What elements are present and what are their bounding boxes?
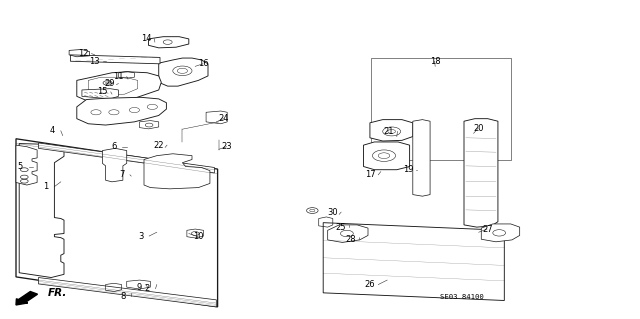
- Polygon shape: [159, 58, 208, 86]
- Polygon shape: [77, 97, 166, 125]
- Polygon shape: [364, 142, 410, 170]
- Text: 22: 22: [154, 141, 164, 150]
- Text: 5: 5: [18, 162, 23, 171]
- Polygon shape: [148, 37, 189, 48]
- Polygon shape: [144, 154, 210, 189]
- Text: 3: 3: [138, 232, 143, 241]
- Text: 12: 12: [78, 49, 88, 58]
- Polygon shape: [16, 145, 37, 185]
- Text: 21: 21: [384, 127, 394, 136]
- Text: 13: 13: [90, 57, 100, 66]
- Text: 18: 18: [430, 57, 440, 66]
- Text: 29: 29: [105, 79, 115, 88]
- Text: 28: 28: [346, 235, 356, 244]
- Polygon shape: [370, 120, 413, 141]
- Polygon shape: [19, 144, 64, 278]
- Text: 24: 24: [219, 114, 229, 123]
- Text: 23: 23: [222, 142, 232, 151]
- Text: 17: 17: [365, 170, 375, 179]
- Text: FR.: FR.: [48, 288, 67, 299]
- Polygon shape: [16, 139, 218, 307]
- Text: 6: 6: [111, 142, 116, 151]
- Text: 30: 30: [328, 208, 338, 217]
- Text: 16: 16: [198, 59, 209, 68]
- Text: 2: 2: [145, 284, 150, 293]
- Text: 7: 7: [119, 170, 124, 179]
- Text: 1: 1: [44, 182, 49, 191]
- Text: 10: 10: [193, 232, 204, 241]
- Polygon shape: [70, 55, 160, 64]
- Polygon shape: [38, 278, 216, 307]
- Text: 11: 11: [113, 72, 124, 81]
- Text: 20: 20: [474, 124, 484, 133]
- Text: 9: 9: [137, 283, 142, 292]
- Text: 4: 4: [50, 126, 55, 135]
- Text: 27: 27: [483, 225, 493, 234]
- Text: 8: 8: [120, 292, 125, 300]
- Text: 14: 14: [141, 34, 151, 43]
- Text: 19: 19: [403, 165, 413, 174]
- Polygon shape: [328, 225, 368, 242]
- Bar: [371, 58, 511, 160]
- Polygon shape: [413, 120, 430, 196]
- Polygon shape: [323, 223, 504, 300]
- Polygon shape: [481, 224, 520, 242]
- Text: 26: 26: [365, 280, 375, 289]
- Polygon shape: [77, 72, 161, 102]
- FancyArrow shape: [16, 292, 38, 305]
- Text: SE03 84100: SE03 84100: [440, 294, 484, 300]
- Polygon shape: [82, 89, 118, 99]
- Polygon shape: [102, 148, 127, 182]
- Polygon shape: [464, 119, 498, 227]
- Text: 15: 15: [97, 87, 108, 96]
- Text: 25: 25: [335, 223, 346, 232]
- Polygon shape: [38, 143, 214, 173]
